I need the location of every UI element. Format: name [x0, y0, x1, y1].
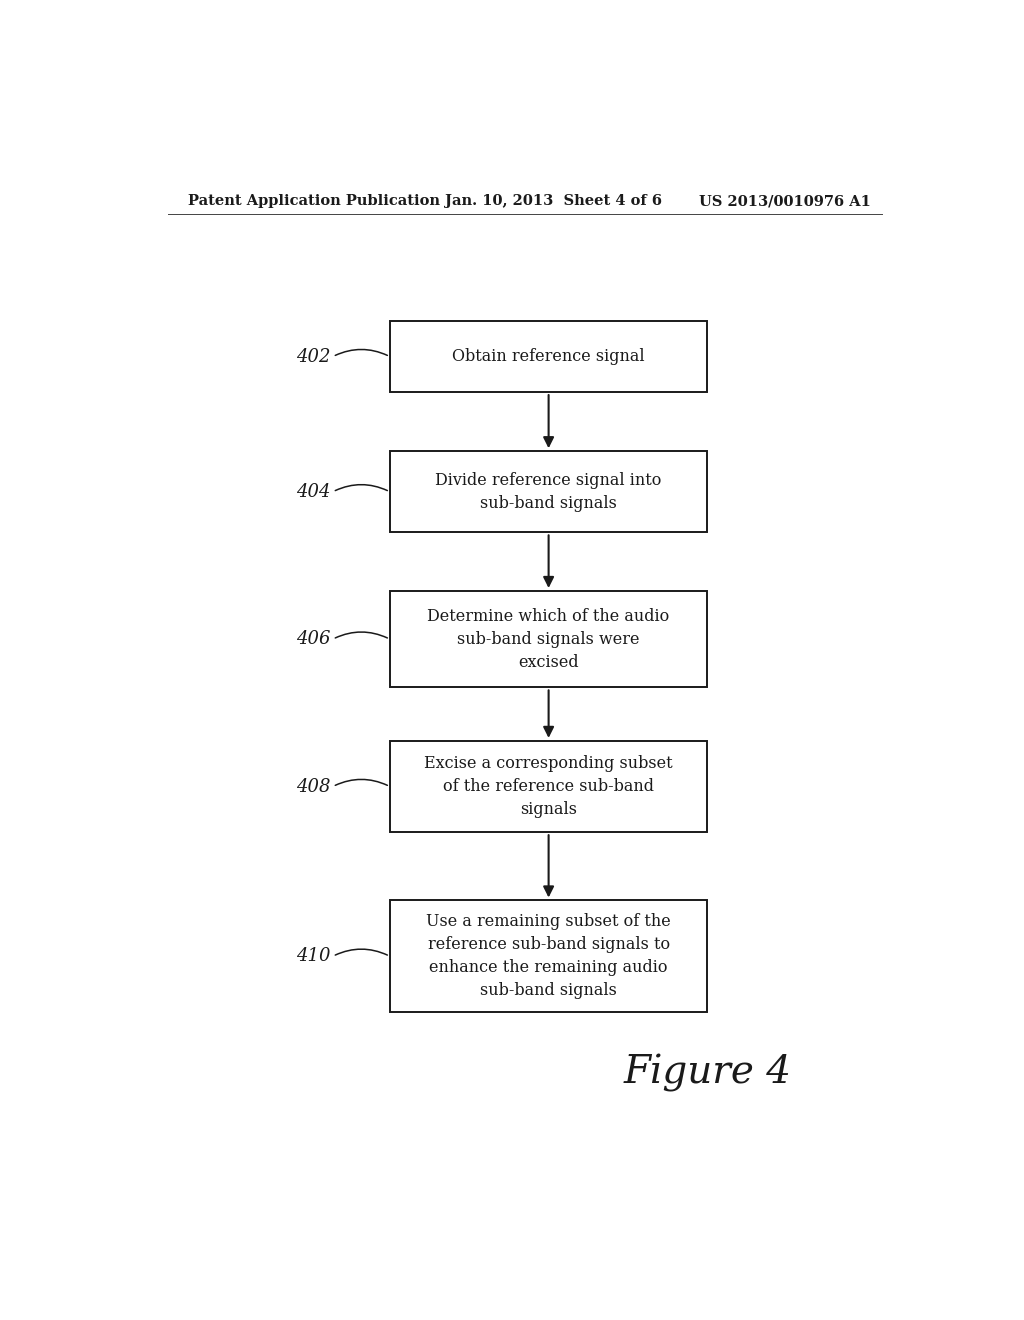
FancyBboxPatch shape	[390, 741, 708, 833]
FancyBboxPatch shape	[390, 900, 708, 1012]
Text: 404: 404	[296, 483, 331, 500]
FancyBboxPatch shape	[390, 321, 708, 392]
Text: Patent Application Publication: Patent Application Publication	[187, 194, 439, 209]
Text: 402: 402	[296, 347, 331, 366]
Text: Use a remaining subset of the
reference sub-band signals to
enhance the remainin: Use a remaining subset of the reference …	[426, 913, 671, 999]
Text: US 2013/0010976 A1: US 2013/0010976 A1	[699, 194, 871, 209]
Text: Obtain reference signal: Obtain reference signal	[453, 348, 645, 366]
Text: Jan. 10, 2013  Sheet 4 of 6: Jan. 10, 2013 Sheet 4 of 6	[445, 194, 663, 209]
Text: Divide reference signal into
sub-band signals: Divide reference signal into sub-band si…	[435, 471, 662, 512]
FancyBboxPatch shape	[390, 591, 708, 688]
FancyBboxPatch shape	[390, 451, 708, 532]
Text: 408: 408	[296, 777, 331, 796]
Text: Excise a corresponding subset
of the reference sub-band
signals: Excise a corresponding subset of the ref…	[424, 755, 673, 818]
Text: Figure 4: Figure 4	[624, 1055, 792, 1092]
Text: Determine which of the audio
sub-band signals were
excised: Determine which of the audio sub-band si…	[427, 607, 670, 671]
Text: 410: 410	[296, 948, 331, 965]
Text: 406: 406	[296, 630, 331, 648]
